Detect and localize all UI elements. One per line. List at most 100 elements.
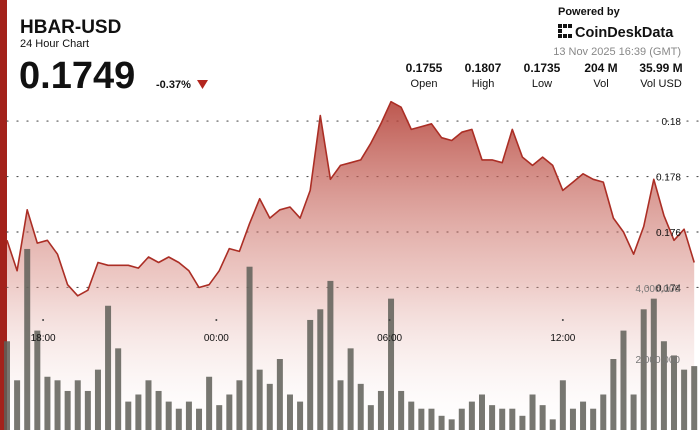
- volume-bar: [54, 380, 61, 430]
- volume-bar: [590, 408, 597, 430]
- volume-bar: [286, 394, 293, 430]
- volume-bar: [44, 376, 51, 430]
- volume-bar: [4, 341, 10, 430]
- price-line: [6, 100, 695, 297]
- down-arrow: [197, 80, 208, 89]
- x-tick: [42, 319, 45, 321]
- y2-tick-label: 2,000,000: [636, 355, 681, 366]
- powered-by: Powered by: [558, 6, 621, 18]
- y-tick-label: 0.174: [656, 283, 681, 294]
- y-tick-label: 0.18: [662, 117, 682, 128]
- change: -0.37%: [156, 79, 191, 91]
- price-area: [7, 101, 695, 430]
- stat-label: High: [472, 78, 495, 90]
- x-tick: [215, 319, 218, 321]
- volume-bar: [408, 401, 415, 430]
- stat-value: 35.99 M: [639, 61, 682, 75]
- volume-bar: [246, 266, 253, 430]
- volume-bar: [196, 408, 203, 430]
- stat-value: 0.1807: [465, 61, 502, 75]
- symbol: HBAR-USD: [20, 17, 121, 38]
- volume-bar: [135, 394, 142, 430]
- x-tick-label: 12:00: [550, 333, 575, 344]
- volume-bar: [428, 408, 435, 430]
- timestamp: 13 Nov 2025 16:39 (GMT): [553, 46, 681, 58]
- volume-bar: [256, 369, 263, 430]
- volume-bar: [519, 415, 526, 430]
- volume-bar: [448, 419, 455, 430]
- stat-value: 204 M: [584, 61, 617, 75]
- brand-icon: [558, 24, 572, 38]
- volume-bar: [377, 390, 384, 430]
- stat-value: 0.1755: [406, 61, 443, 75]
- y-tick-label: 0.178: [656, 173, 681, 184]
- stat-label: Open: [411, 78, 438, 90]
- volume-bar: [691, 366, 698, 430]
- volume-bar: [650, 298, 657, 430]
- volume-bar: [327, 280, 334, 430]
- volume-bar: [24, 248, 31, 430]
- volume-bar: [347, 348, 354, 430]
- stat-label: Vol USD: [640, 78, 682, 90]
- volume-bar: [226, 394, 233, 430]
- volume-bar: [529, 394, 536, 430]
- volume-bar: [14, 380, 21, 430]
- accent-bar: [0, 0, 7, 430]
- volume-bar: [458, 408, 465, 430]
- volume-bar: [115, 348, 122, 430]
- volume-bar: [94, 369, 101, 430]
- volume-bar: [276, 359, 283, 430]
- volume-bar: [569, 408, 576, 430]
- x-tick-label: 18:00: [31, 333, 56, 344]
- volume-bar: [610, 359, 617, 430]
- plot: 0.174 0.176 0.178 0.18 2,000,000 4,000,000 18:…: [4, 100, 700, 430]
- x-tick-label: 00:00: [204, 333, 229, 344]
- stats: 0.1755 Open 0.1807 High 0.1735 Low 204 M Vol 35.…: [406, 61, 683, 90]
- stat-label: Vol: [593, 78, 608, 90]
- volume-bar: [297, 401, 304, 430]
- volume-bar: [489, 405, 496, 430]
- volume-bar: [206, 376, 213, 430]
- volume-bar: [34, 330, 41, 430]
- volume-bar: [155, 390, 162, 430]
- volume-bar: [681, 369, 688, 430]
- volume-bar: [468, 401, 475, 430]
- volume-bar: [418, 408, 425, 430]
- volume-bar: [640, 309, 647, 430]
- volume-bar: [509, 408, 516, 430]
- volume-bar: [337, 380, 344, 430]
- x-tick: [388, 319, 391, 321]
- volume-bar: [630, 394, 637, 430]
- volume-bar: [478, 394, 485, 430]
- volume-bar: [185, 401, 192, 430]
- x-tick-label: 06:00: [377, 333, 402, 344]
- volume-bar: [125, 401, 132, 430]
- volume-bar: [559, 380, 566, 430]
- brand: CoinDeskData: [575, 25, 674, 41]
- volume-bar: [438, 415, 445, 430]
- volume-bar: [388, 298, 395, 430]
- volume-bar: [398, 390, 405, 430]
- volume-bar: [499, 408, 506, 430]
- volume-bar: [600, 394, 607, 430]
- volume-bar: [660, 341, 667, 430]
- volume-bar: [357, 383, 364, 430]
- volume-bar: [367, 405, 374, 430]
- volume-bar: [236, 380, 243, 430]
- stat-value: 0.1735: [524, 61, 561, 75]
- y-tick-label: 0.176: [656, 228, 681, 239]
- y2-tick-label: 4,000,000: [636, 284, 681, 295]
- volume-bar: [580, 401, 587, 430]
- volume-bar: [549, 419, 556, 430]
- volume-bar: [307, 319, 314, 430]
- stat-label: Low: [532, 78, 552, 90]
- price: 0.1749: [19, 55, 135, 97]
- volume-bar: [165, 401, 172, 430]
- volume-bar: [539, 405, 546, 430]
- volume-bar: [671, 355, 678, 430]
- volume-bar: [64, 390, 71, 430]
- volume-bar: [74, 380, 81, 430]
- x-tick: [561, 319, 564, 321]
